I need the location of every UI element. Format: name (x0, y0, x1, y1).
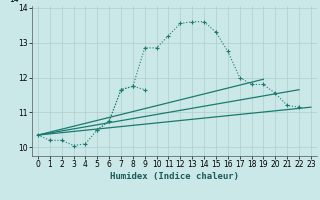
Text: 14: 14 (9, 0, 19, 4)
X-axis label: Humidex (Indice chaleur): Humidex (Indice chaleur) (110, 172, 239, 181)
